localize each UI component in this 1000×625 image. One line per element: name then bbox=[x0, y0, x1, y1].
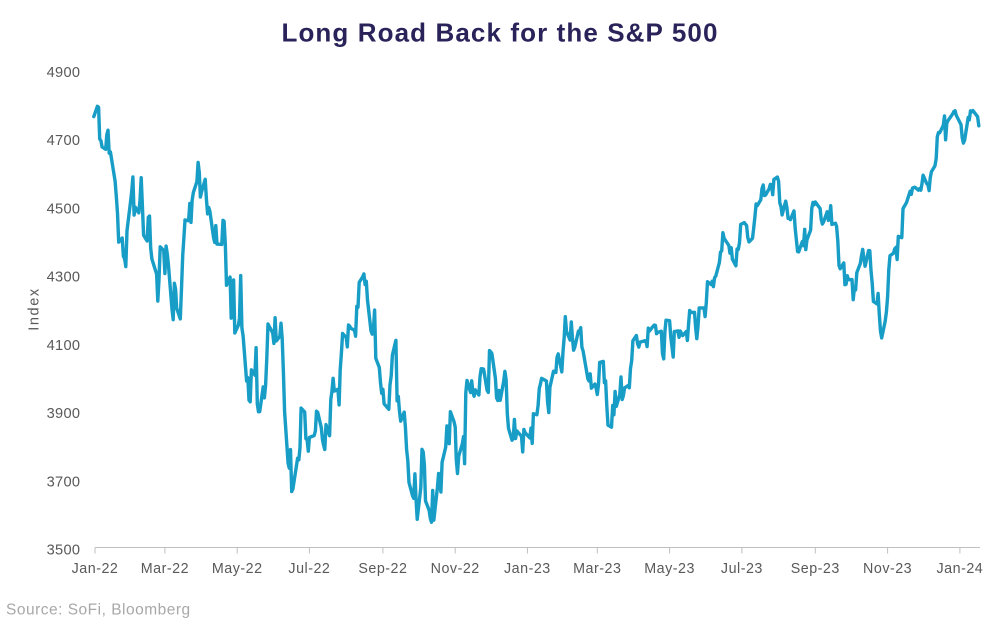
svg-text:3900: 3900 bbox=[47, 406, 81, 422]
svg-text:4300: 4300 bbox=[47, 270, 81, 286]
svg-text:Sep-23: Sep-23 bbox=[791, 561, 840, 577]
svg-text:3500: 3500 bbox=[47, 543, 81, 559]
svg-text:Jan-23: Jan-23 bbox=[504, 561, 551, 577]
svg-text:Index: Index bbox=[27, 287, 43, 330]
svg-text:Nov-23: Nov-23 bbox=[863, 561, 912, 577]
svg-text:May-22: May-22 bbox=[212, 561, 263, 577]
svg-text:Jul-22: Jul-22 bbox=[288, 561, 330, 577]
svg-text:Jul-23: Jul-23 bbox=[721, 561, 763, 577]
svg-text:Jan-22: Jan-22 bbox=[72, 561, 119, 577]
svg-text:4900: 4900 bbox=[47, 65, 81, 81]
svg-text:4100: 4100 bbox=[47, 338, 81, 354]
svg-text:May-23: May-23 bbox=[644, 561, 695, 577]
svg-text:Nov-22: Nov-22 bbox=[431, 561, 480, 577]
svg-text:Jan-24: Jan-24 bbox=[937, 561, 984, 577]
svg-text:Source: SoFi, Bloomberg: Source: SoFi, Bloomberg bbox=[6, 602, 191, 619]
svg-text:4700: 4700 bbox=[47, 133, 81, 149]
svg-text:4500: 4500 bbox=[47, 201, 81, 217]
svg-text:3700: 3700 bbox=[47, 474, 81, 490]
svg-text:Long Road Back for the S&P 500: Long Road Back for the S&P 500 bbox=[281, 18, 718, 48]
svg-text:Sep-22: Sep-22 bbox=[358, 561, 407, 577]
svg-text:Mar-22: Mar-22 bbox=[141, 561, 189, 577]
svg-text:Mar-23: Mar-23 bbox=[573, 561, 621, 577]
